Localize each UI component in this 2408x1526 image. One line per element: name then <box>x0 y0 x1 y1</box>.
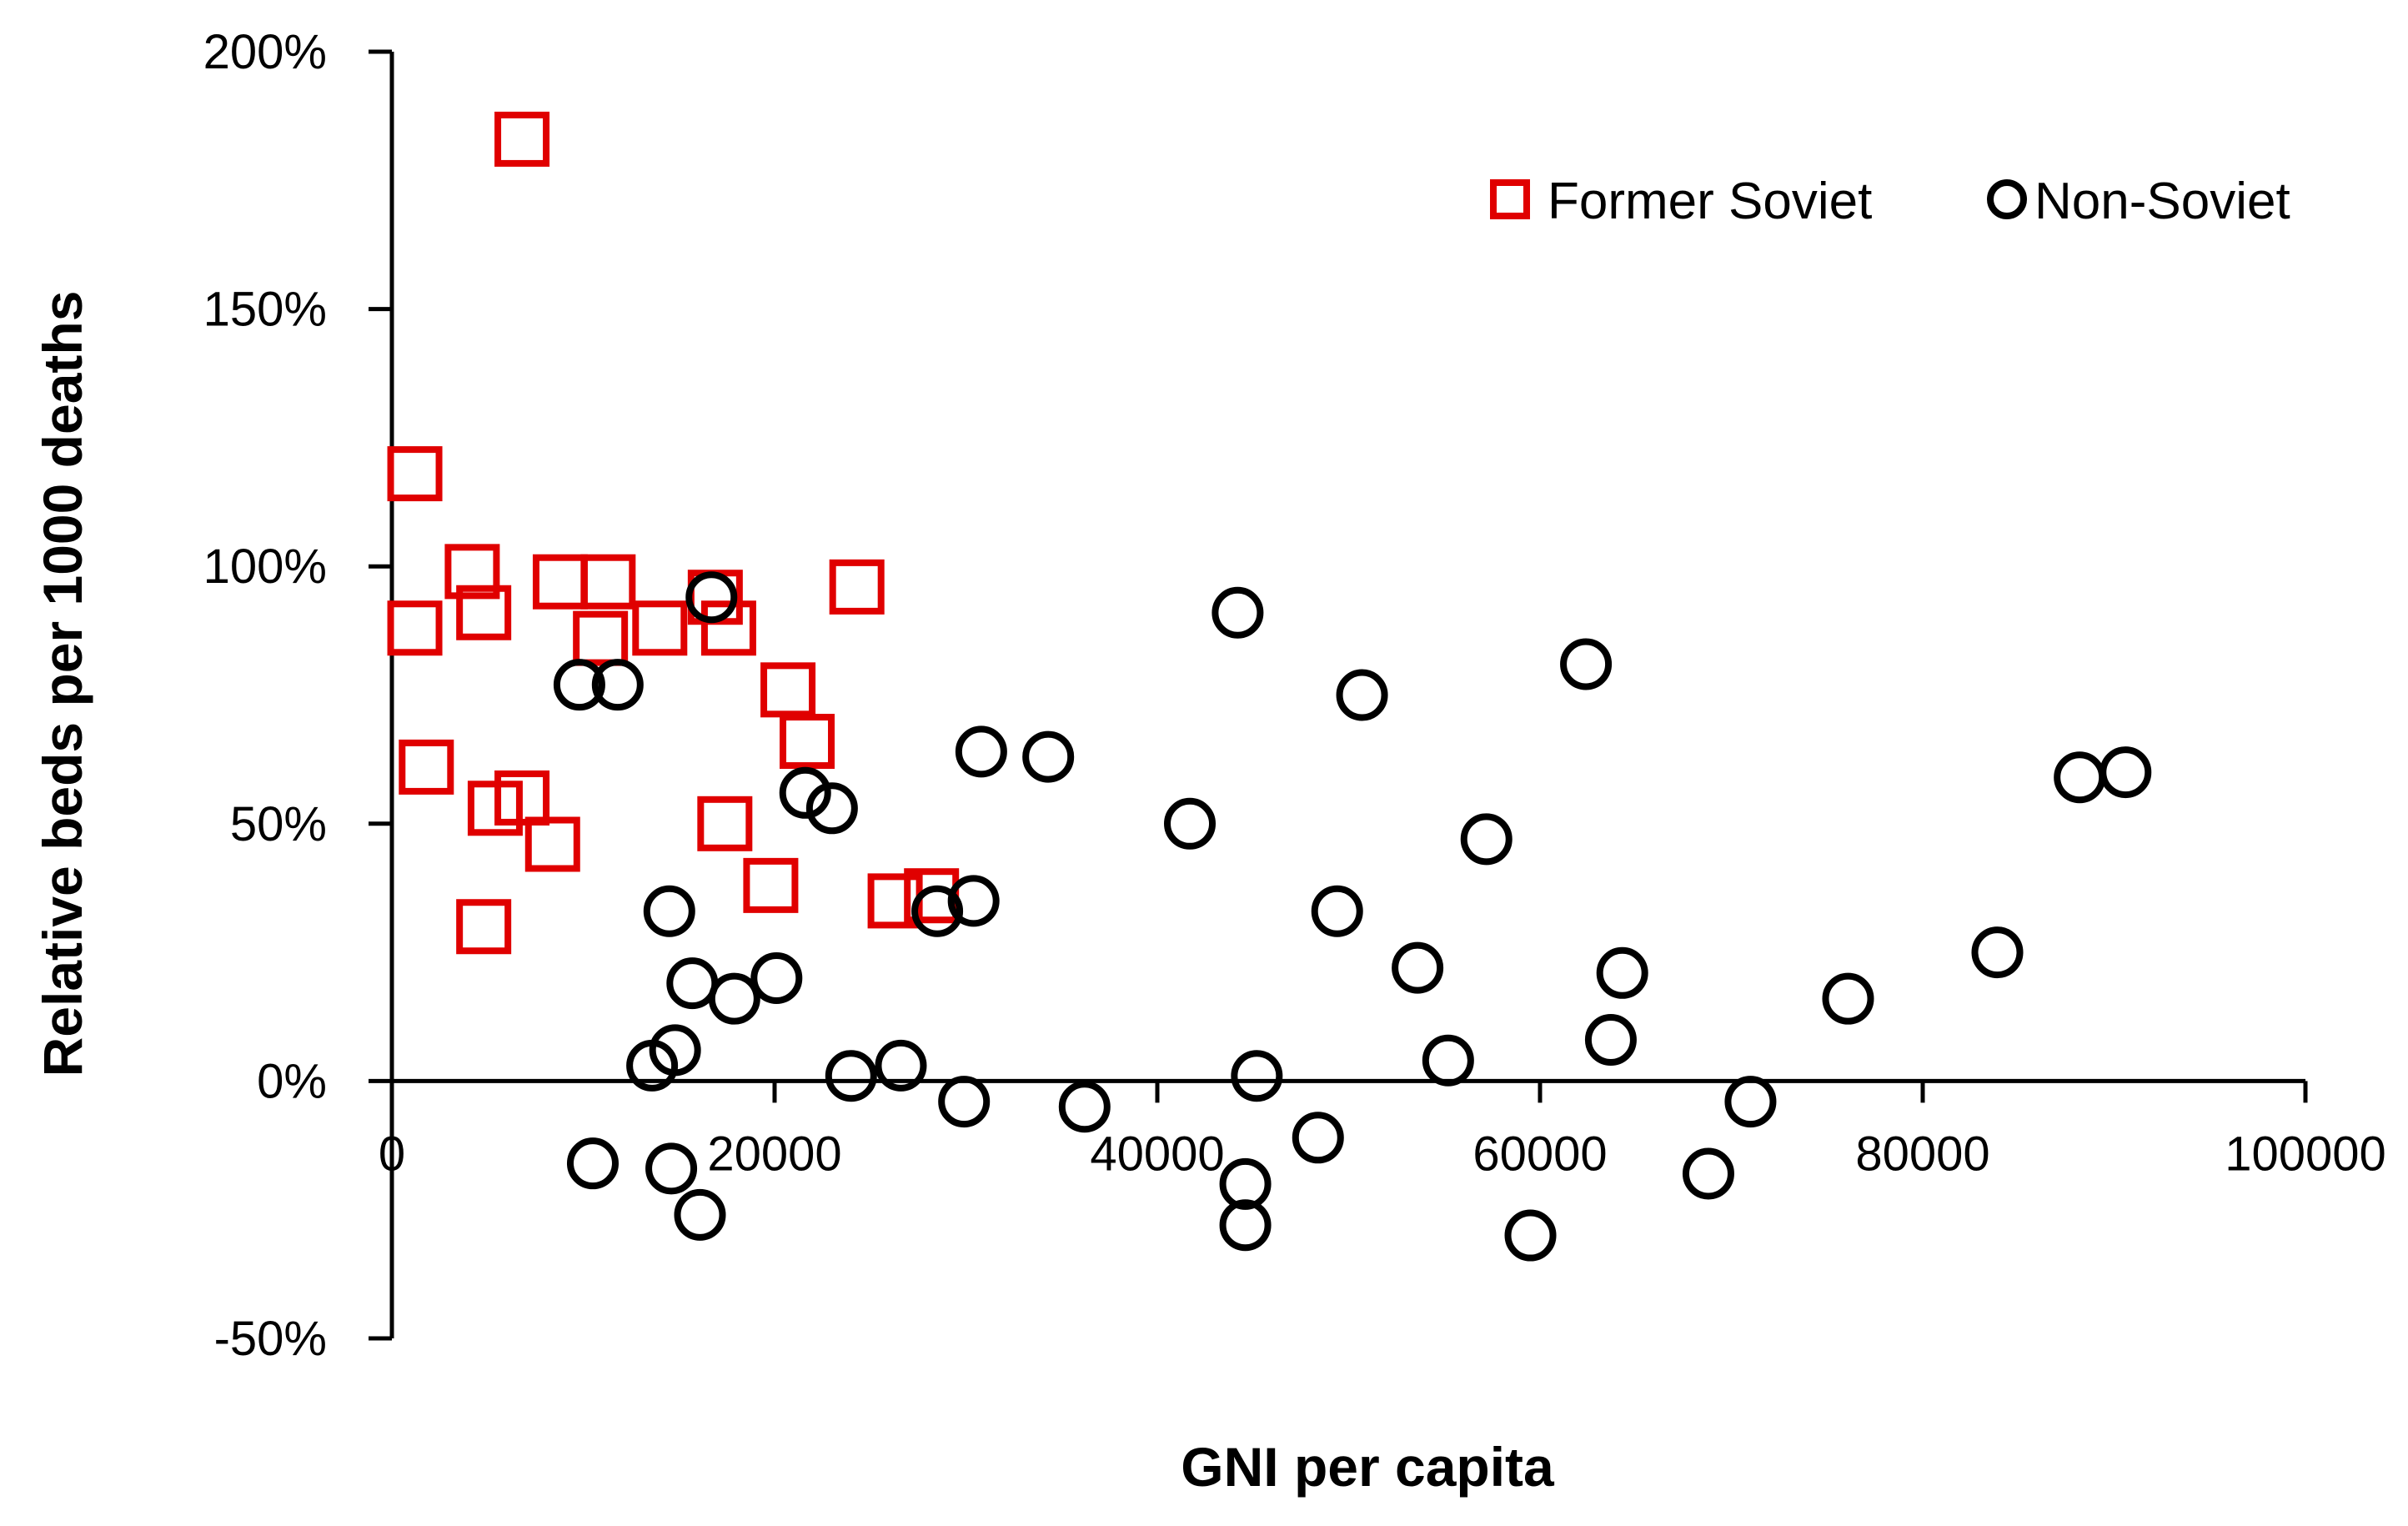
axes <box>369 49 2308 1341</box>
data-point-non-soviet <box>566 1137 619 1190</box>
data-point-non-soviet <box>911 885 964 937</box>
data-point-non-soviet <box>591 659 644 711</box>
y-tick-label: 200% <box>203 25 327 79</box>
data-point-non-soviet <box>1822 972 1874 1025</box>
data-point-former-soviet <box>697 796 753 851</box>
data-point-non-soviet <box>674 1188 726 1241</box>
data-point-non-soviet <box>938 1076 991 1128</box>
data-point-non-soviet <box>2099 746 2152 799</box>
y-tick-label: 100% <box>203 540 327 594</box>
y-tick-label: 50% <box>230 797 327 851</box>
x-tick-label: 0 <box>379 1127 405 1181</box>
data-point-non-soviet <box>1392 941 1444 994</box>
data-point-former-soviet <box>580 554 636 610</box>
x-tick-label: 80000 <box>1855 1127 1989 1181</box>
y-axis-title: Relative beds per 1000 deaths <box>32 291 93 1077</box>
y-tick-label: 150% <box>203 283 327 337</box>
legend-label-non-soviet: Non-Soviet <box>2034 173 2290 230</box>
data-point-non-soviet <box>1724 1076 1777 1128</box>
data-point-non-soviet <box>645 1142 698 1195</box>
x-tick-label: 100000 <box>2225 1127 2386 1181</box>
data-point-non-soviet <box>825 1050 877 1102</box>
data-point-non-soviet <box>1219 1199 1272 1252</box>
x-axis-title: GNI per capita <box>1181 1436 1555 1498</box>
data-point-former-soviet <box>494 111 550 167</box>
x-tick-label: 40000 <box>1090 1127 1224 1181</box>
data-point-non-soviet <box>1231 1050 1283 1102</box>
data-point-former-soviet <box>387 446 443 502</box>
x-tick-label: 20000 <box>707 1127 841 1181</box>
data-point-non-soviet <box>1292 1112 1344 1164</box>
data-point-former-soviet <box>494 770 550 826</box>
data-point-non-soviet <box>1311 885 1363 937</box>
data-point-non-soviet <box>1971 926 2024 979</box>
data-point-non-soviet <box>1022 730 1075 783</box>
data-point-non-soviet <box>1682 1147 1734 1200</box>
data-point-non-soviet <box>1560 638 1613 690</box>
data-point-former-soviet <box>524 816 580 872</box>
data-point-non-soviet <box>955 725 1007 778</box>
data-point-non-soviet <box>779 766 831 819</box>
y-tick-label: 0% <box>257 1054 327 1108</box>
data-point-non-soviet <box>1504 1209 1557 1262</box>
data-point-non-soviet <box>750 951 803 1004</box>
data-point-non-soviet <box>805 782 858 835</box>
data-point-non-soviet <box>643 885 695 937</box>
y-tick-label: -50% <box>214 1312 327 1366</box>
data-point-former-soviet <box>573 610 629 666</box>
data-point-non-soviet <box>1164 797 1217 850</box>
data-point-former-soviet <box>829 559 885 615</box>
data-points <box>387 111 2152 1262</box>
data-point-non-soviet <box>553 659 605 711</box>
legend: Former Soviet Non-Soviet <box>1490 173 2290 230</box>
data-point-non-soviet <box>708 972 760 1025</box>
data-point-former-soviet <box>532 554 588 610</box>
legend-square-marker <box>1490 179 1530 219</box>
data-point-former-soviet <box>456 585 512 640</box>
data-point-non-soviet <box>1058 1081 1111 1133</box>
data-point-former-soviet <box>387 600 443 656</box>
data-point-former-soviet <box>700 600 756 656</box>
data-point-non-soviet <box>685 571 738 624</box>
data-point-non-soviet <box>1212 586 1264 639</box>
data-point-non-soviet <box>947 875 1000 927</box>
data-point-non-soviet <box>666 957 719 1010</box>
x-tick-label: 60000 <box>1472 1127 1607 1181</box>
data-point-former-soviet <box>399 739 454 795</box>
data-point-non-soviet <box>626 1039 679 1092</box>
data-point-non-soviet <box>1336 669 1388 721</box>
data-point-former-soviet <box>780 714 835 770</box>
data-point-former-soviet <box>444 544 500 600</box>
data-point-non-soviet <box>1422 1034 1474 1087</box>
data-point-former-soviet <box>632 600 688 656</box>
data-point-non-soviet <box>1460 813 1513 866</box>
legend-label-former-soviet: Former Soviet <box>1548 173 1872 230</box>
data-point-non-soviet <box>2054 751 2106 804</box>
data-point-former-soviet <box>456 899 512 955</box>
data-point-non-soviet <box>1584 1014 1637 1067</box>
data-point-non-soviet <box>875 1039 927 1092</box>
data-point-former-soviet <box>743 857 799 913</box>
data-point-non-soviet <box>1596 946 1648 999</box>
tick-labels: -50% 0% 50% 100% 150% 200% 0 20000 40000 60000 800… <box>203 25 2386 1366</box>
data-point-non-soviet <box>1219 1157 1272 1210</box>
data-point-former-soviet <box>760 662 816 718</box>
legend-circle-marker <box>1987 179 2027 219</box>
